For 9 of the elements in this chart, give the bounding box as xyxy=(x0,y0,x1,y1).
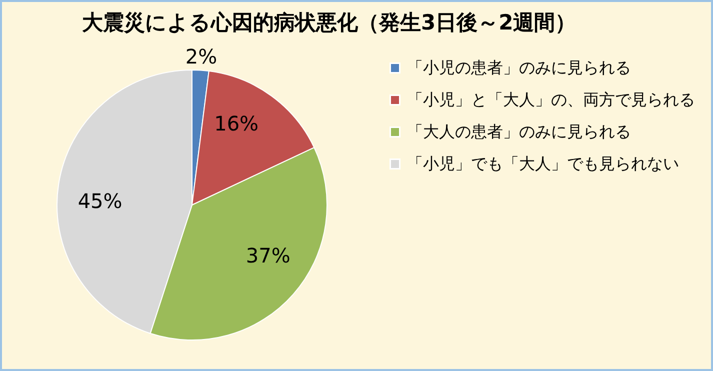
data-label: 37% xyxy=(246,244,290,268)
legend-label: 「大人の患者」のみに見られる xyxy=(407,122,631,141)
chart-title: 大震災による心因的病状悪化（発生3日後～2週間） xyxy=(82,10,576,34)
legend-label: 「小児の患者」のみに見られる xyxy=(407,58,631,77)
legend-label: 「小児」と「大人」の、両方で見られる xyxy=(407,90,695,109)
data-label: 2% xyxy=(185,44,218,68)
legend-label: 「小児」でも「大人」でも見られない xyxy=(407,154,679,173)
data-label: 45% xyxy=(78,189,122,214)
data-label: 16% xyxy=(214,111,259,136)
